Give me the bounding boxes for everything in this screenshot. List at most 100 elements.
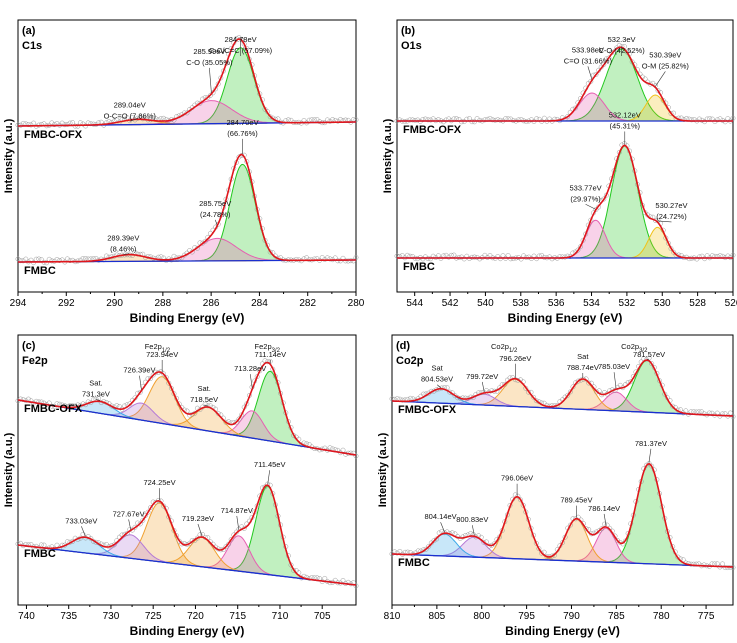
x-tick-label: 790 xyxy=(563,611,580,622)
x-tick-label: 544 xyxy=(406,298,423,309)
raw-data-point xyxy=(132,524,138,530)
raw-data-point xyxy=(267,249,273,255)
peak-label-leader xyxy=(440,522,445,533)
panel-element: O1s xyxy=(401,40,422,52)
peak-label-leader xyxy=(471,525,475,536)
raw-data-point xyxy=(586,380,592,386)
raw-data-point xyxy=(270,115,276,121)
raw-data-point xyxy=(423,546,429,552)
raw-data-point xyxy=(41,542,47,548)
x-axis-label: Binding Energy (eV) xyxy=(130,311,245,325)
y-axis-label: Intensity (a.u.) xyxy=(377,432,389,507)
x-tick-label: 785 xyxy=(608,611,625,622)
x-tick-label: 286 xyxy=(203,298,220,309)
x-tick-label: 532 xyxy=(619,298,636,309)
raw-data-point xyxy=(171,391,177,397)
x-tick-label: 795 xyxy=(518,611,535,622)
peak-label-leader xyxy=(267,470,270,485)
peak-label-leader xyxy=(587,66,593,80)
raw-data-point xyxy=(155,497,161,503)
peak-label: Sat. xyxy=(197,384,210,393)
peak-label: 723.94eV xyxy=(146,350,178,359)
x-tick-label: 536 xyxy=(548,298,565,309)
peak-label-leader xyxy=(436,384,442,388)
raw-data-point xyxy=(233,419,239,425)
peak-label-leader xyxy=(204,404,209,407)
raw-data-point xyxy=(353,453,359,459)
peak-label: 781.57eV xyxy=(633,350,665,359)
peak-label: 532.12eV xyxy=(609,110,641,119)
raw-data-point xyxy=(691,561,697,567)
raw-data-point xyxy=(431,538,437,544)
peak-label: 533.98eV xyxy=(572,45,604,54)
raw-data-point xyxy=(502,381,508,387)
panel-o1s: 544 542 540 538 536 534 532 530 528 526 Binding En… xyxy=(382,19,737,325)
raw-data-point xyxy=(150,372,156,378)
raw-data-point xyxy=(25,542,31,548)
peak-label-leader xyxy=(657,220,672,223)
panel-letter: (d) xyxy=(396,340,410,352)
peak-label: 786.14eV xyxy=(588,504,620,513)
raw-data-point xyxy=(715,117,720,123)
raw-data-point xyxy=(254,374,260,380)
plot-frame xyxy=(396,19,734,293)
peak-component xyxy=(18,163,356,263)
raw-data-point xyxy=(327,445,333,451)
raw-data-point xyxy=(223,419,229,425)
raw-data-point xyxy=(689,117,695,123)
raw-data-point xyxy=(51,122,57,128)
raw-data-point xyxy=(215,410,221,416)
background-baseline xyxy=(17,399,357,456)
x-tick-label: 740 xyxy=(18,611,35,622)
x-tick-label: 290 xyxy=(106,298,123,309)
x-tick-label: 725 xyxy=(145,611,162,622)
peak-label: (29.97%) xyxy=(570,194,601,203)
fit-envelope xyxy=(397,46,733,122)
raw-data-point xyxy=(93,539,99,545)
raw-data-point xyxy=(335,118,341,124)
peak-label: O-C=O (7.86%) xyxy=(104,111,157,120)
raw-data-point xyxy=(340,447,346,453)
raw-data-point xyxy=(103,253,109,259)
x-tick-label: 715 xyxy=(229,611,246,622)
x-tick-label: 710 xyxy=(272,611,289,622)
peak-label-leader xyxy=(236,515,240,530)
peak-component xyxy=(17,376,357,456)
raw-data-point xyxy=(124,530,130,536)
raw-data-point xyxy=(675,554,681,560)
panel-fe2p: 740 735 730 725 720 715 710 705 Binding Energy (… xyxy=(3,334,359,638)
peak-label: Sat. xyxy=(89,378,102,387)
fit-envelope xyxy=(18,153,356,263)
peak-label-leader xyxy=(209,67,212,93)
raw-data-point xyxy=(20,258,26,264)
raw-data-point xyxy=(394,550,400,556)
raw-data-point xyxy=(322,575,328,581)
raw-data-point xyxy=(567,389,573,395)
raw-data-point xyxy=(472,254,477,260)
raw-data-point xyxy=(350,258,356,264)
peak-label: Sat xyxy=(431,364,443,373)
raw-data-point xyxy=(643,462,649,468)
raw-data-point xyxy=(324,117,330,123)
raw-data-point xyxy=(725,116,731,122)
raw-data-point xyxy=(599,526,605,532)
raw-data-point xyxy=(722,565,728,571)
x-tick-label: 810 xyxy=(384,611,401,622)
peak-label: 718.5eV xyxy=(190,395,218,404)
raw-data-point xyxy=(649,361,655,367)
raw-data-point xyxy=(531,394,537,400)
series-label: FMBC xyxy=(403,261,435,273)
peak-label-leader xyxy=(95,399,101,401)
peak-label: (66.76%) xyxy=(227,129,258,138)
peak-component xyxy=(18,237,356,263)
raw-data-point xyxy=(28,122,34,128)
raw-data-point xyxy=(163,117,169,123)
fit-envelope xyxy=(18,38,356,127)
raw-data-point xyxy=(518,256,524,262)
raw-data-point xyxy=(629,59,635,65)
raw-data-point xyxy=(176,538,182,544)
plot-frame xyxy=(17,334,357,606)
raw-data-point xyxy=(593,72,599,77)
raw-data-point xyxy=(495,117,501,123)
